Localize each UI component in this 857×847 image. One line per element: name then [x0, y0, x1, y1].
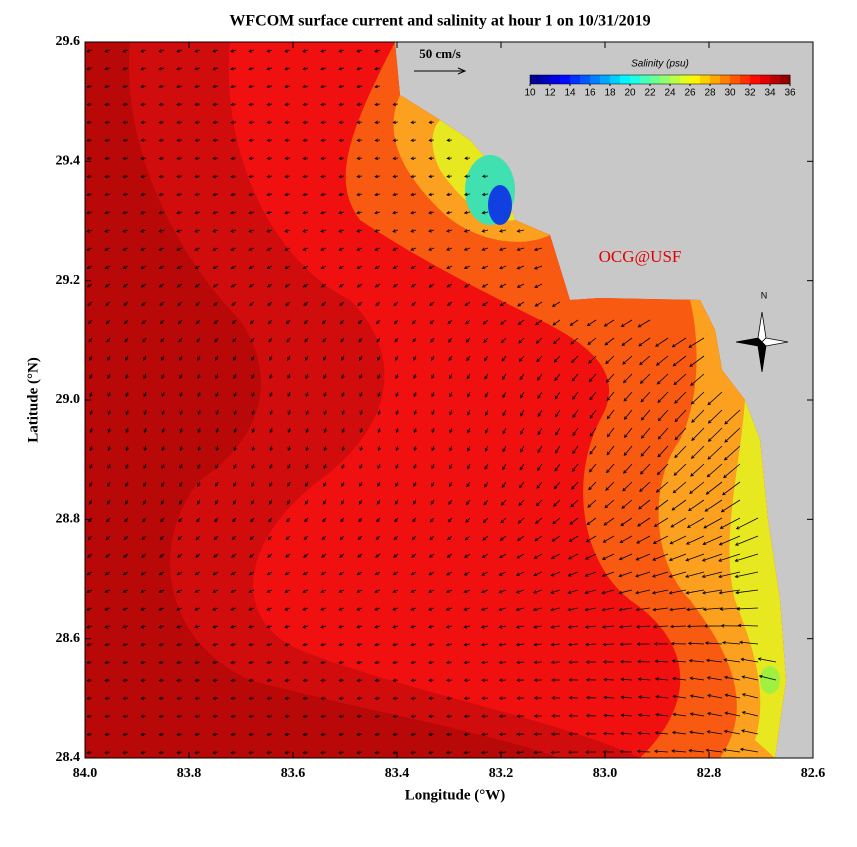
colorbar-swatch: [610, 75, 621, 84]
x-tick-label: 82.8: [697, 766, 722, 781]
y-tick-label: 28.8: [56, 512, 81, 527]
colorbar-tick-label: 34: [764, 88, 776, 99]
colorbar-swatch: [710, 75, 721, 84]
x-tick-label: 83.8: [177, 766, 202, 781]
colorbar-swatch: [670, 75, 681, 84]
x-tick-label: 83.4: [385, 766, 410, 781]
x-tick-label: 83.0: [593, 766, 618, 781]
colorbar-swatch: [580, 75, 591, 84]
colorbar-swatch: [550, 75, 561, 84]
colorbar-tick-label: 20: [624, 88, 636, 99]
colorbar-tick-label: 24: [664, 88, 676, 99]
colorbar-tick-label: 26: [684, 88, 696, 99]
colorbar-swatch: [600, 75, 611, 84]
current-vector: [638, 661, 650, 662]
colorbar-title: Salinity (psu): [631, 59, 689, 70]
colorbar-swatch: [740, 75, 751, 84]
colorbar-swatch: [760, 75, 771, 84]
river-plume: [760, 666, 780, 694]
colorbar-swatch: [680, 75, 691, 84]
y-tick-label: 29.2: [56, 273, 81, 288]
north-label: N: [761, 290, 768, 300]
credit: OCG@USF: [599, 247, 682, 266]
x-tick-label: 83.2: [489, 766, 514, 781]
colorbar-swatch: [620, 75, 631, 84]
colorbar-tick-label: 28: [704, 88, 716, 99]
y-tick-label: 29.0: [56, 392, 81, 407]
colorbar-swatch: [720, 75, 731, 84]
colorbar-swatch: [780, 75, 791, 84]
colorbar-tick-label: 16: [584, 88, 596, 99]
colorbar-swatch: [700, 75, 711, 84]
x-axis-label: Longitude (°W): [405, 787, 506, 803]
colorbar-swatch: [630, 75, 641, 84]
colorbar-swatch: [570, 75, 581, 84]
colorbar-tick-label: 36: [784, 88, 796, 99]
scale-label: 50 cm/s: [419, 46, 461, 61]
current-vector: [638, 751, 650, 752]
colorbar-swatch: [560, 75, 571, 84]
chart-title: WFCOM surface current and salinity at ho…: [229, 13, 650, 30]
plot-area: [85, 42, 813, 758]
colorbar-swatch: [770, 75, 781, 84]
y-tick-label: 29.6: [56, 34, 81, 49]
colorbar-tick-label: 14: [564, 88, 576, 99]
colorbar-tick-label: 12: [544, 88, 556, 99]
y-tick-label: 28.4: [56, 750, 81, 765]
colorbar-swatch: [650, 75, 661, 84]
x-tick-label: 83.6: [281, 766, 306, 781]
colorbar-tick-label: 10: [524, 88, 536, 99]
colorbar-swatch: [690, 75, 701, 84]
colorbar-swatch: [640, 75, 651, 84]
colorbar-swatch: [540, 75, 551, 84]
x-tick-label: 84.0: [73, 766, 98, 781]
river-plume: [488, 185, 512, 225]
colorbar-tick-label: 22: [644, 88, 656, 99]
colorbar-swatch: [590, 75, 601, 84]
x-tick-label: 82.6: [801, 766, 826, 781]
colorbar-tick-label: 32: [744, 88, 756, 99]
y-axis-label: Latitude (°N): [25, 357, 41, 443]
colorbar-swatch: [530, 75, 541, 84]
y-tick-label: 28.6: [56, 631, 81, 646]
colorbar-swatch: [730, 75, 741, 84]
colorbar-tick-label: 18: [604, 88, 616, 99]
colorbar-swatch: [660, 75, 671, 84]
colorbar-tick-label: 30: [724, 88, 736, 99]
y-tick-label: 29.4: [56, 154, 81, 169]
colorbar-swatch: [750, 75, 761, 84]
